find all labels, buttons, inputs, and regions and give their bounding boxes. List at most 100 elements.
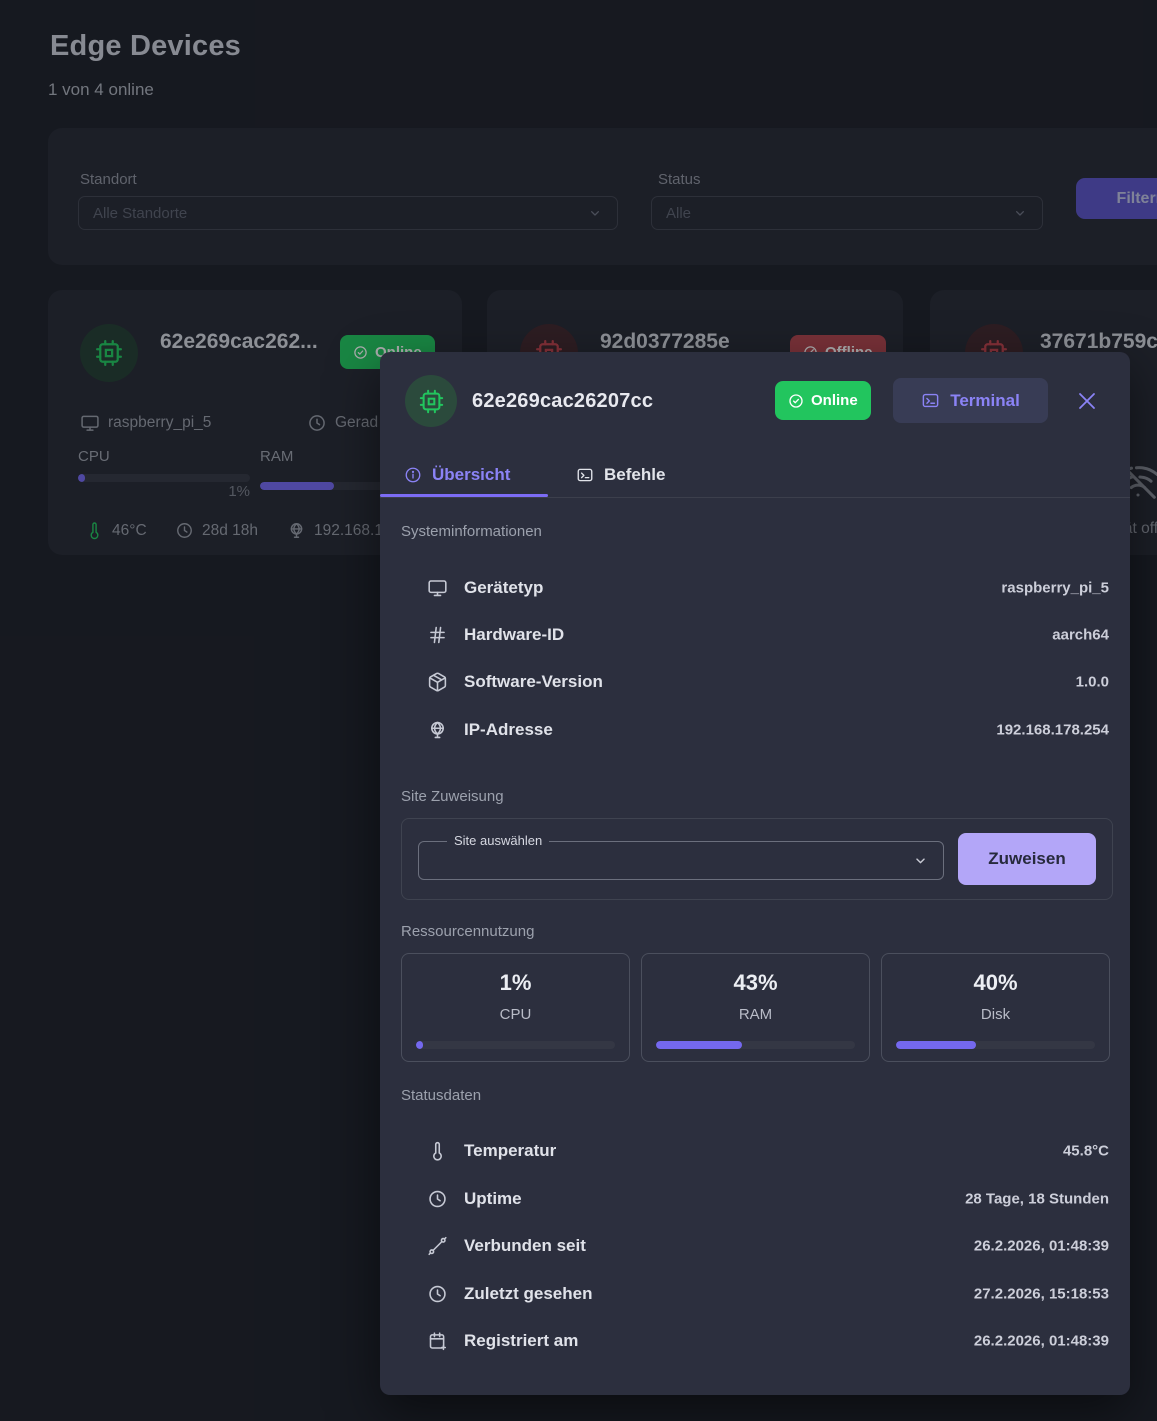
info-value: 26.2.2026, 01:48:39 bbox=[973, 1332, 1109, 1350]
status-select-value: Alle bbox=[666, 204, 692, 222]
cable-icon bbox=[427, 1236, 448, 1257]
thermometer-icon bbox=[85, 521, 104, 540]
device-detail-modal: 62e269cac26207cc Online Terminal Übersic… bbox=[380, 352, 1130, 1395]
clock-icon bbox=[427, 1189, 448, 1210]
status-row-uptime: Uptime 28 Tage, 18 Stunden bbox=[401, 1182, 1111, 1216]
info-label: Software-Version bbox=[464, 672, 603, 691]
page-title: Edge Devices bbox=[50, 30, 241, 62]
ram-progress bbox=[656, 1041, 855, 1049]
clock-icon bbox=[307, 413, 327, 433]
clock-icon bbox=[175, 521, 194, 540]
info-value: 28 Tage, 18 Stunden bbox=[965, 1190, 1109, 1208]
ram-label: RAM bbox=[260, 448, 294, 465]
uptime: 28d 18h bbox=[175, 521, 258, 540]
uptime-value: 28d 18h bbox=[202, 521, 259, 539]
info-label: Zuletzt gesehen bbox=[464, 1284, 593, 1303]
temperature: 46°C bbox=[85, 521, 147, 540]
info-label: Verbunden seit bbox=[464, 1236, 586, 1255]
info-value: 192.168.178.254 bbox=[996, 721, 1109, 739]
info-label: Hardware-ID bbox=[464, 625, 565, 644]
terminal-icon bbox=[576, 466, 594, 484]
close-icon[interactable] bbox=[1075, 389, 1099, 413]
site-select[interactable]: Site auswählen bbox=[418, 833, 944, 880]
info-icon bbox=[404, 466, 422, 484]
resource-value: 43% bbox=[733, 970, 778, 995]
chevron-down-icon bbox=[1012, 205, 1028, 221]
device-type-value: raspberry_pi_5 bbox=[108, 414, 212, 431]
ip-address: 192.168.17 bbox=[287, 521, 392, 540]
chevron-down-icon bbox=[587, 205, 603, 221]
online-count: 1 von 4 online bbox=[48, 80, 154, 99]
tab-befehle[interactable]: Befehle bbox=[576, 452, 665, 497]
info-value: 27.2.2026, 15:18:53 bbox=[973, 1285, 1109, 1303]
filter-button[interactable]: Filtern bbox=[1076, 178, 1157, 219]
device-title: 62e269cac262... bbox=[160, 330, 318, 353]
tab-uebersicht[interactable]: Übersicht bbox=[404, 452, 510, 497]
terminal-button[interactable]: Terminal bbox=[893, 378, 1048, 423]
resource-card-disk: 40% Disk bbox=[881, 953, 1110, 1062]
resource-card-cpu: 1% CPU bbox=[401, 953, 630, 1062]
info-value: 45.8°C bbox=[1062, 1142, 1109, 1160]
standort-label: Standort bbox=[80, 171, 137, 188]
ip-value: 192.168.17 bbox=[314, 521, 392, 539]
status-select[interactable]: Alle bbox=[651, 196, 1043, 230]
monitor-icon bbox=[80, 413, 100, 433]
info-label: Temperatur bbox=[464, 1141, 557, 1160]
status-row-verbunden-seit: Verbunden seit 26.2.2026, 01:48:39 bbox=[401, 1229, 1111, 1263]
resource-label: RAM bbox=[738, 1006, 773, 1023]
online-badge: Online bbox=[775, 381, 871, 420]
chevron-down-icon bbox=[912, 852, 929, 869]
status-row-temperatur: Temperatur 45.8°C bbox=[401, 1134, 1111, 1168]
status-row-registriert-am: Registriert am 26.2.2026, 01:48:39 bbox=[401, 1324, 1111, 1358]
cpu-label: CPU bbox=[78, 448, 110, 465]
resource-label: CPU bbox=[499, 1006, 532, 1023]
site-heading: Site Zuweisung bbox=[401, 788, 504, 805]
resource-card-ram: 43% RAM bbox=[641, 953, 870, 1062]
disk-progress bbox=[896, 1041, 1095, 1049]
status-label: Status bbox=[658, 171, 701, 188]
info-label: IP-Adresse bbox=[464, 720, 553, 739]
info-row-ip-adresse: IP-Adresse 192.168.178.254 bbox=[401, 713, 1111, 747]
temperature-value: 46°C bbox=[112, 521, 147, 539]
info-value: 26.2.2026, 01:48:39 bbox=[973, 1237, 1109, 1255]
clock-icon bbox=[427, 1284, 448, 1305]
resources-heading: Ressourcennutzung bbox=[401, 923, 535, 940]
resource-value: 40% bbox=[973, 970, 1018, 995]
tab-uebersicht-label: Übersicht bbox=[432, 464, 511, 484]
status-row-zuletzt-gesehen: Zuletzt gesehen 27.2.2026, 15:18:53 bbox=[401, 1277, 1111, 1311]
cpu-chip-icon bbox=[405, 375, 457, 427]
terminal-button-label: Terminal bbox=[950, 390, 1020, 410]
cpu-chip-icon bbox=[80, 324, 138, 382]
tabs-divider bbox=[380, 497, 1130, 498]
last-seen: Gerad bbox=[307, 413, 378, 433]
assign-button[interactable]: Zuweisen bbox=[958, 833, 1096, 885]
cpu-percent-text: 1% bbox=[228, 483, 250, 500]
hash-icon bbox=[427, 625, 448, 646]
monitor-icon bbox=[427, 578, 448, 599]
site-assignment-box: Site auswählen Zuweisen bbox=[401, 818, 1113, 900]
status-data-heading: Statusdaten bbox=[401, 1087, 482, 1104]
standort-select[interactable]: Alle Standorte bbox=[78, 196, 618, 230]
system-info-heading: Systeminformationen bbox=[401, 523, 542, 540]
globe-icon bbox=[287, 521, 306, 540]
check-circle-icon bbox=[788, 393, 804, 409]
info-value: 1.0.0 bbox=[1075, 673, 1109, 691]
calendar-plus-icon bbox=[427, 1331, 448, 1352]
cpu-progress bbox=[416, 1041, 615, 1049]
info-label: Uptime bbox=[464, 1189, 522, 1208]
thermometer-icon bbox=[427, 1141, 448, 1162]
online-badge-label: Online bbox=[811, 392, 858, 409]
resource-cards: 1% CPU 43% RAM 40% Disk bbox=[380, 953, 1130, 1062]
info-value: raspberry_pi_5 bbox=[1001, 579, 1109, 597]
info-label: Gerätetyp bbox=[464, 578, 544, 597]
device-title: 92d0377285e bbox=[600, 330, 730, 353]
cpu-progress bbox=[78, 474, 250, 482]
terminal-icon bbox=[921, 391, 940, 410]
device-title: 37671b759c bbox=[1040, 330, 1157, 353]
standort-select-value: Alle Standorte bbox=[93, 204, 188, 222]
info-row-hardware-id: Hardware-ID aarch64 bbox=[401, 618, 1111, 652]
last-seen-value: Gerad bbox=[335, 414, 379, 431]
tab-befehle-label: Befehle bbox=[604, 464, 666, 484]
globe-icon bbox=[427, 720, 448, 741]
resource-label: Disk bbox=[980, 1006, 1011, 1023]
